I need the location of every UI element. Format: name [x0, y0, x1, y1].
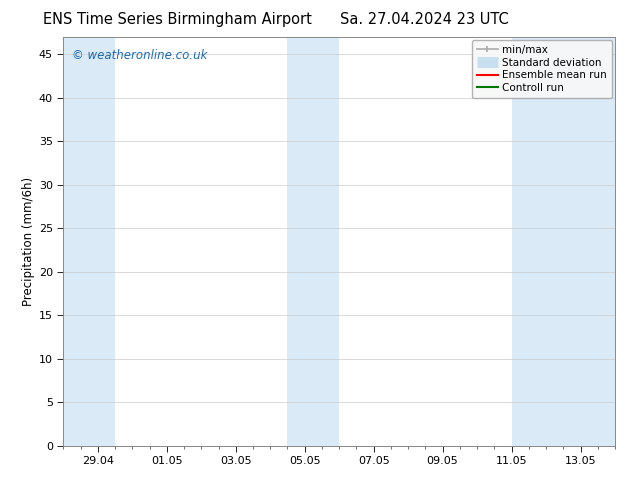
Y-axis label: Precipitation (mm/6h): Precipitation (mm/6h): [22, 177, 35, 306]
Bar: [512, 37, 615, 446]
Bar: [63, 37, 115, 446]
Text: ENS Time Series Birmingham Airport: ENS Time Series Birmingham Airport: [43, 12, 312, 27]
Text: © weatheronline.co.uk: © weatheronline.co.uk: [72, 49, 207, 62]
Bar: [287, 37, 339, 446]
Legend: min/max, Standard deviation, Ensemble mean run, Controll run: min/max, Standard deviation, Ensemble me…: [472, 40, 612, 98]
Text: Sa. 27.04.2024 23 UTC: Sa. 27.04.2024 23 UTC: [340, 12, 509, 27]
